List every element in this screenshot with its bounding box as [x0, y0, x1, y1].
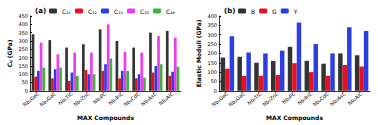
svg-text:150: 150 [18, 63, 28, 69]
svg-text:300: 300 [207, 32, 217, 38]
svg-text:Nb₂GaC: Nb₂GaC [38, 90, 57, 107]
svg-text:400: 400 [18, 21, 28, 27]
svg-text:(b): (b) [224, 7, 235, 15]
svg-text:Nb₂CdC: Nb₂CdC [123, 90, 142, 107]
svg-text:Nb₂PC: Nb₂PC [92, 90, 108, 105]
svg-text:Nb₂TlC: Nb₂TlC [57, 90, 74, 106]
svg-text:200: 200 [18, 55, 28, 61]
svg-text:450: 450 [18, 13, 28, 19]
svg-text:Nb₂AlC: Nb₂AlC [346, 90, 363, 106]
svg-text:Nb₂CdC: Nb₂CdC [312, 90, 331, 107]
svg-text:300: 300 [18, 38, 28, 44]
svg-text:250: 250 [207, 41, 217, 47]
svg-text:Nb₂ZnC: Nb₂ZnC [72, 90, 91, 107]
svg-text:C₃₃: C₃₃ [140, 8, 150, 15]
svg-text:C₁₃: C₁₃ [114, 8, 124, 15]
svg-text:50: 50 [211, 78, 217, 84]
svg-text:250: 250 [18, 46, 28, 52]
svg-text:0: 0 [214, 88, 217, 94]
svg-text:Nb₂InC: Nb₂InC [107, 90, 124, 106]
svg-text:50: 50 [22, 79, 28, 85]
svg-text:MAX Compounds: MAX Compounds [266, 114, 323, 122]
svg-text:Nb₂GaC: Nb₂GaC [227, 90, 246, 107]
svg-text:C₄₄: C₄₄ [166, 8, 176, 15]
svg-text:150: 150 [207, 60, 217, 66]
svg-text:Cᵢⱼ (GPa): Cᵢⱼ (GPa) [6, 39, 13, 67]
svg-text:400: 400 [207, 13, 217, 19]
svg-text:200: 200 [207, 50, 217, 56]
svg-text:Elastic Moduli (GPa): Elastic Moduli (GPa) [195, 19, 202, 87]
svg-text:350: 350 [207, 22, 217, 28]
svg-text:350: 350 [18, 30, 28, 36]
svg-text:Nb₂AsC: Nb₂AsC [329, 90, 347, 107]
svg-text:(a): (a) [35, 7, 46, 15]
svg-text:B: B [251, 8, 255, 15]
svg-text:C₁₁: C₁₁ [62, 8, 72, 15]
svg-text:G: G [272, 8, 277, 15]
svg-text:MAX Compounds: MAX Compounds [77, 114, 134, 122]
svg-text:C₁₂: C₁₂ [88, 8, 98, 15]
svg-text:0: 0 [25, 88, 28, 94]
svg-text:Nb₂GeC: Nb₂GeC [211, 90, 230, 107]
svg-text:Nb₂AsC: Nb₂AsC [140, 90, 158, 107]
svg-text:Nb₂ZnC: Nb₂ZnC [261, 90, 280, 107]
svg-text:Y: Y [293, 8, 298, 15]
svg-text:Nb₂GeC: Nb₂GeC [22, 90, 41, 107]
svg-text:Nb₂PC: Nb₂PC [281, 90, 297, 105]
svg-text:Nb₂InC: Nb₂InC [296, 90, 313, 106]
svg-text:100: 100 [18, 71, 28, 77]
svg-text:Nb₂TlC: Nb₂TlC [246, 90, 263, 106]
svg-text:Nb₂AlC: Nb₂AlC [157, 90, 174, 106]
svg-text:100: 100 [207, 69, 217, 75]
